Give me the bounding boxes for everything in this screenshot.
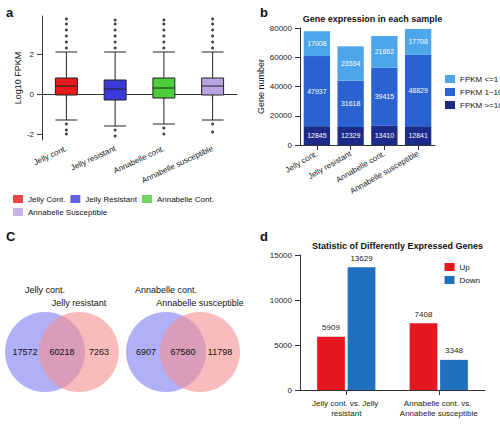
- svg-text:5909: 5909: [322, 323, 340, 332]
- svg-text:12841: 12841: [408, 132, 428, 139]
- svg-text:FPKM <=1: FPKM <=1: [460, 75, 499, 84]
- svg-text:Gene expression in each sample: Gene expression in each sample: [303, 14, 443, 24]
- svg-text:Statistic of Differently Expre: Statistic of Differently Expressed Genes: [312, 241, 483, 251]
- svg-text:60000: 60000: [270, 53, 293, 62]
- svg-text:C: C: [6, 229, 16, 244]
- svg-text:Up: Up: [460, 263, 471, 272]
- svg-text:6907: 6907: [136, 347, 156, 357]
- svg-text:17008: 17008: [307, 40, 327, 47]
- svg-text:7263: 7263: [89, 347, 109, 357]
- svg-text:Annabelle susceptible: Annabelle susceptible: [349, 149, 421, 196]
- svg-text:resistant: resistant: [331, 409, 362, 418]
- svg-text:FPKM >=10: FPKM >=10: [460, 101, 500, 110]
- svg-text:40000: 40000: [270, 82, 293, 91]
- svg-text:Gene number: Gene number: [256, 59, 266, 114]
- svg-text:Annabelle Susceptible: Annabelle Susceptible: [28, 208, 108, 217]
- svg-text:Jelly Cont.: Jelly Cont.: [28, 195, 65, 204]
- svg-text:Annabelle susceptible: Annabelle susceptible: [400, 409, 478, 418]
- svg-text:Jelly cont.: Jelly cont.: [25, 285, 65, 295]
- svg-text:17708: 17708: [408, 38, 428, 45]
- svg-text:Down: Down: [460, 276, 480, 285]
- svg-text:31618: 31618: [341, 100, 361, 107]
- svg-text:11798: 11798: [208, 347, 232, 357]
- svg-text:13629: 13629: [350, 254, 373, 263]
- svg-text:7408: 7408: [415, 310, 433, 319]
- svg-text:Annabelle susceptible: Annabelle susceptible: [140, 144, 215, 185]
- svg-text:Annabelle cont.: Annabelle cont.: [112, 143, 166, 176]
- svg-text:3348: 3348: [445, 346, 463, 355]
- svg-text:Annabelle Cont.: Annabelle Cont.: [157, 195, 214, 204]
- svg-text:10000: 10000: [270, 296, 293, 305]
- svg-text:13410: 13410: [375, 132, 395, 139]
- svg-text:67580: 67580: [170, 347, 195, 357]
- svg-text:80000: 80000: [270, 24, 293, 33]
- svg-text:5000: 5000: [274, 341, 292, 350]
- svg-text:2: 2: [30, 50, 35, 59]
- svg-text:0: 0: [288, 141, 293, 150]
- svg-text:39415: 39415: [375, 93, 395, 100]
- svg-text:47937: 47937: [307, 88, 327, 95]
- svg-text:23534: 23534: [341, 60, 361, 67]
- svg-text:Annabelle susceptible: Annabelle susceptible: [156, 298, 244, 308]
- svg-text:b: b: [260, 5, 268, 20]
- svg-text:Annabelle cont.: Annabelle cont.: [334, 149, 387, 185]
- svg-text:15000: 15000: [270, 251, 293, 260]
- svg-text:a: a: [6, 5, 14, 20]
- svg-text:FPKM 1~10: FPKM 1~10: [460, 88, 500, 97]
- svg-text:Jelly Resistant: Jelly Resistant: [85, 195, 137, 204]
- svg-text:12845: 12845: [307, 132, 327, 139]
- svg-text:60218: 60218: [49, 347, 74, 357]
- svg-text:Jelly cont.: Jelly cont.: [32, 144, 68, 167]
- svg-text:Log10 FPKM: Log10 FPKM: [13, 52, 23, 105]
- svg-text:21662: 21662: [375, 48, 395, 55]
- svg-text:Jelly cont.: Jelly cont.: [283, 149, 320, 175]
- svg-text:Annabelle cont. vs.: Annabelle cont. vs.: [404, 399, 474, 408]
- svg-text:-2: -2: [27, 130, 35, 139]
- svg-text:0: 0: [288, 386, 293, 395]
- svg-text:12329: 12329: [341, 132, 361, 139]
- svg-text:Jelly resistant: Jelly resistant: [306, 149, 353, 182]
- svg-text:Jelly resistant: Jelly resistant: [69, 144, 117, 173]
- svg-text:20000: 20000: [270, 111, 293, 120]
- svg-text:48829: 48829: [408, 87, 428, 94]
- svg-text:0: 0: [30, 90, 35, 99]
- svg-text:17572: 17572: [12, 347, 37, 357]
- svg-text:d: d: [260, 229, 268, 244]
- svg-text:Jelly resistant: Jelly resistant: [52, 298, 107, 308]
- svg-text:Annabelle cont.: Annabelle cont.: [135, 285, 197, 295]
- svg-text:Jelly cont. vs. Jelly: Jelly cont. vs. Jelly: [312, 399, 380, 408]
